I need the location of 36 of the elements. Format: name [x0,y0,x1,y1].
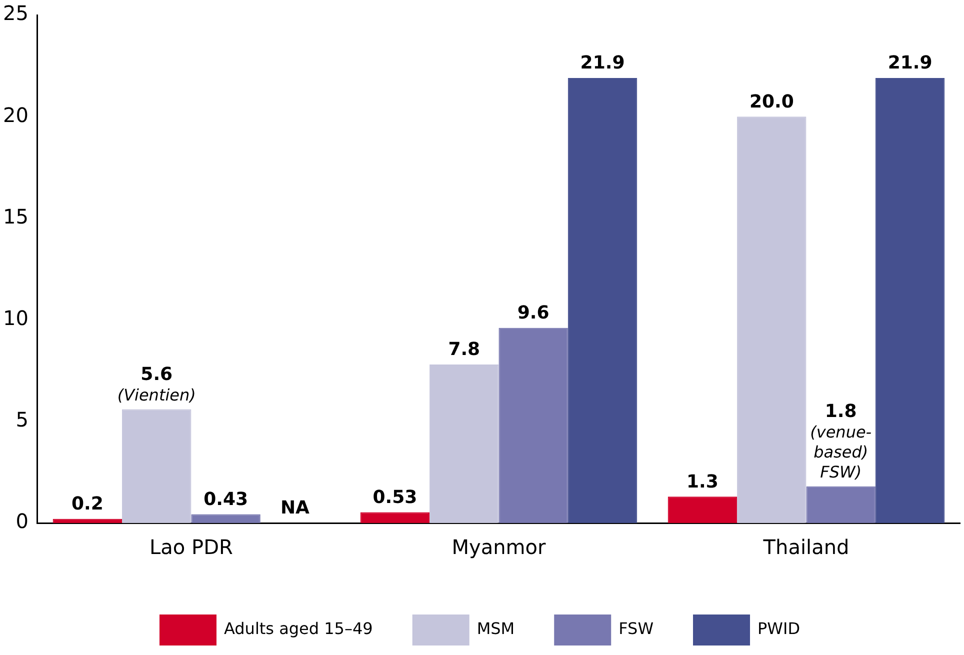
data-label: 0.43 [204,488,248,510]
bar [430,364,499,523]
y-tick-label: 20 [2,102,28,127]
data-label: 21.9 [888,52,932,74]
y-tick-label: 15 [2,204,28,228]
y-tick-label: 5 [16,408,28,432]
bar [52,518,122,523]
bar [498,328,568,523]
bar [568,78,638,523]
data-label: 5.6 (Vientien) [117,364,196,404]
y-tick-label: 0 [16,509,28,534]
data-label: 9.6 [517,302,550,324]
x-tick-label: Myanmor [452,535,546,560]
bar [191,514,260,523]
x-tick-label: Thailand [762,535,850,560]
legend-label: PWID [758,619,800,638]
bar [360,512,430,523]
bar [875,78,945,523]
data-label: 0.53 [372,486,418,508]
bar [668,496,738,523]
data-label: 1.3 [686,471,718,492]
bar [737,116,806,523]
legend-label: Adults aged 15–49 [224,619,373,638]
y-tick-label: 25 [2,1,28,26]
legend-label: MSM [476,619,515,638]
data-label: 21.9 [580,52,625,74]
x-tick-label: Lao PDR [150,535,233,560]
bar [122,409,192,523]
data-label: 7.8 [448,339,480,360]
data-label: 20.0 [749,91,794,112]
y-tick-label: 10 [2,306,28,330]
legend-label: FSW [618,619,654,638]
data-label: 0.2 [71,494,104,515]
data-label: 1.8 (venue-based) FSW) [810,401,872,482]
bar [806,486,876,523]
text: NA [280,498,310,519]
